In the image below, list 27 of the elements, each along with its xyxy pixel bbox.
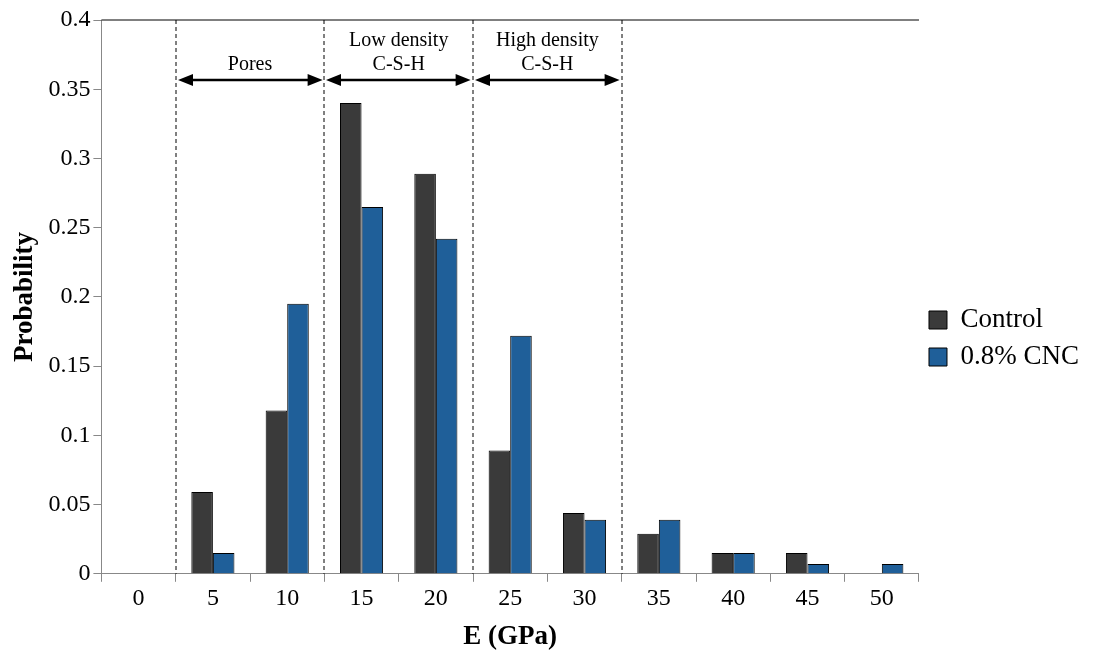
y-axis-title: Probability <box>8 231 39 362</box>
annotation: High density C-S-H <box>495 28 599 74</box>
y-tick-label: 0.2 <box>60 282 91 309</box>
x-tick-label: 20 <box>423 584 448 611</box>
x-tick-label: 35 <box>646 584 671 611</box>
y-tick-label: 0.1 <box>60 420 91 447</box>
y-tick-label: 0.25 <box>48 212 91 239</box>
x-tick-label: 25 <box>498 584 523 611</box>
x-tick-label: 40 <box>721 584 746 611</box>
y-tick-label: 0.15 <box>48 351 91 378</box>
y-tick-label: 0.05 <box>48 489 91 516</box>
x-tick-label: 15 <box>349 584 374 611</box>
x-tick-label: 5 <box>206 584 219 611</box>
x-tick-label: 30 <box>572 584 597 611</box>
y-tick-label: 0.4 <box>60 5 91 32</box>
annotation: Low density C-S-H <box>348 28 449 74</box>
x-tick-label: 10 <box>275 584 300 611</box>
x-tick-label: 50 <box>869 584 894 611</box>
y-tick-label: 0 <box>78 559 91 586</box>
legend-label: 0.8% CNC <box>960 340 1080 371</box>
y-tick-label: 0.3 <box>60 143 91 170</box>
x-tick-label: 45 <box>795 584 820 611</box>
legend-label: Control <box>960 303 1044 334</box>
x-tick-label: 0 <box>132 584 145 611</box>
x-axis-title: E (GPa) <box>463 619 558 650</box>
annotation: Pores <box>227 52 273 74</box>
y-tick-label: 0.35 <box>48 74 91 101</box>
